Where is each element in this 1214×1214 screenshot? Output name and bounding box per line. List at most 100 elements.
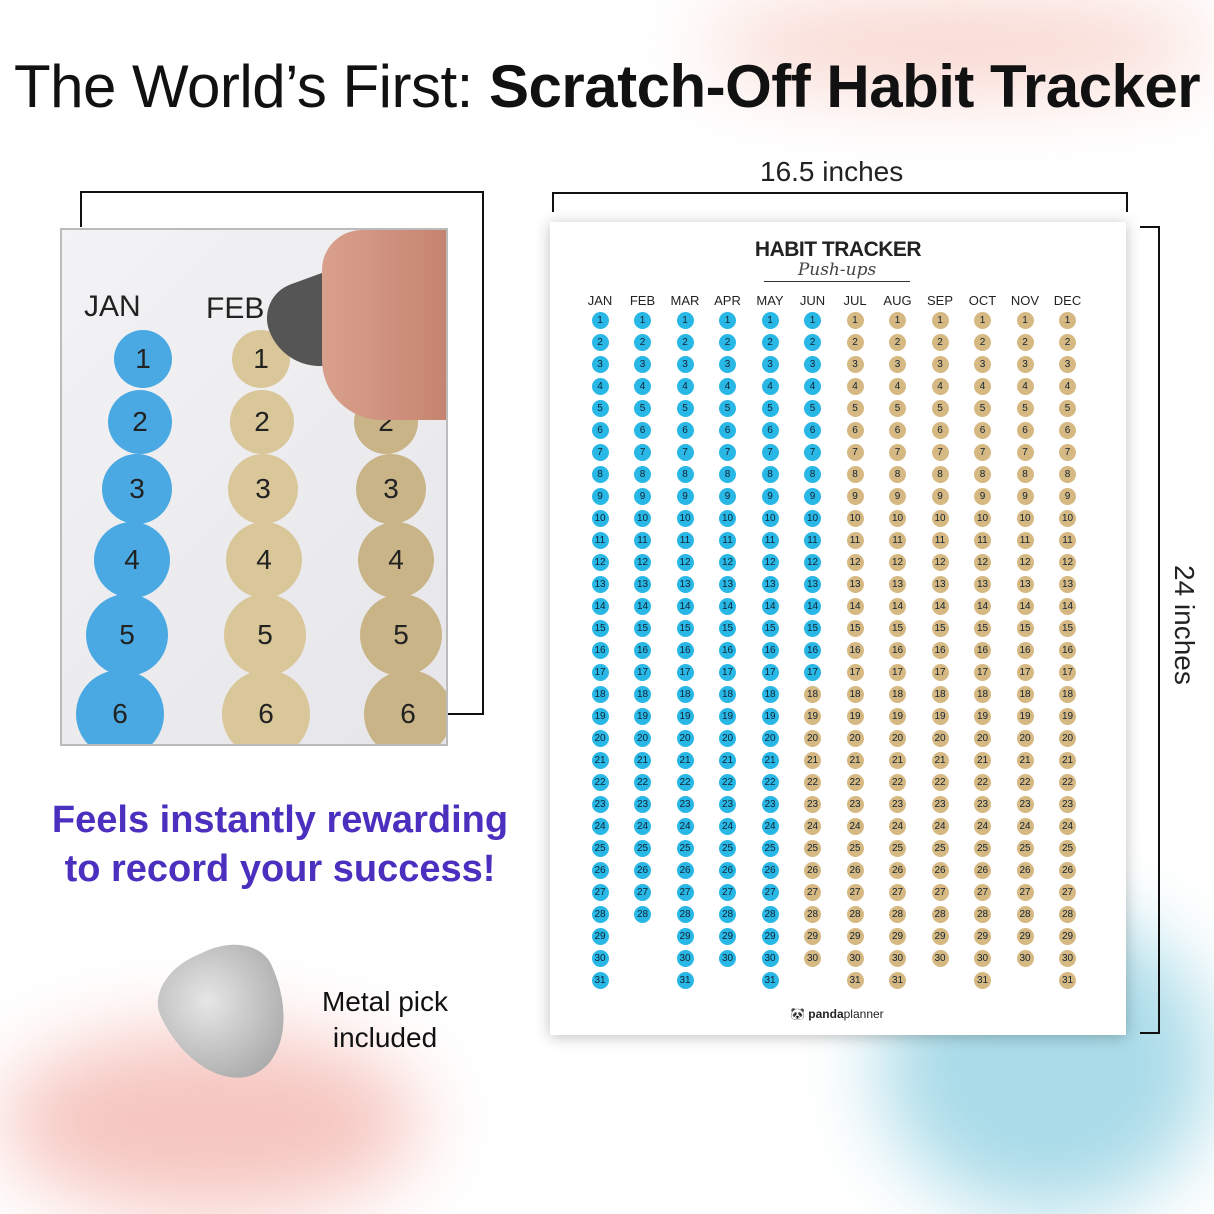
day-circle[interactable]: 27	[634, 884, 651, 902]
day-circle[interactable]: 4	[974, 377, 991, 395]
day-circle[interactable]: 9	[591, 487, 609, 505]
day-circle[interactable]: 19	[846, 708, 864, 726]
day-circle[interactable]: 31	[974, 972, 991, 990]
day-circle[interactable]: 23	[1059, 796, 1076, 814]
day-circle[interactable]: 21	[1016, 752, 1034, 770]
day-circle[interactable]: 25	[1059, 840, 1076, 858]
day-circle[interactable]: 14	[931, 597, 949, 615]
day-circle[interactable]: 17	[889, 663, 906, 681]
day-circle[interactable]: 23	[804, 796, 821, 814]
day-circle[interactable]: 2	[719, 333, 736, 351]
day-circle[interactable]: 10	[634, 509, 651, 527]
day-circle[interactable]: 31	[1059, 972, 1076, 990]
day-circle[interactable]: 2	[889, 333, 906, 351]
day-circle[interactable]: 10	[931, 509, 949, 527]
day-circle[interactable]: 23	[719, 796, 736, 814]
day-circle[interactable]: 3	[1059, 355, 1076, 373]
day-circle[interactable]: 3	[761, 355, 779, 373]
day-circle[interactable]: 21	[931, 752, 949, 770]
day-circle[interactable]: 17	[676, 663, 694, 681]
day-circle[interactable]: 26	[1059, 862, 1076, 880]
day-circle[interactable]: 18	[804, 686, 821, 703]
day-circle[interactable]: 4	[1016, 377, 1034, 395]
day-circle[interactable]: 27	[1059, 884, 1076, 902]
day-circle[interactable]: 19	[719, 708, 736, 726]
day-circle[interactable]: 29	[889, 928, 906, 946]
day-circle[interactable]: 27	[889, 884, 906, 902]
day-circle[interactable]: 22	[1059, 774, 1076, 792]
day-circle[interactable]: 8	[804, 465, 821, 483]
day-circle[interactable]: 27	[761, 884, 779, 902]
day-circle[interactable]: 11	[846, 531, 864, 549]
day-circle[interactable]: 12	[719, 553, 736, 571]
day-circle[interactable]: 30	[889, 950, 906, 968]
day-circle[interactable]: 26	[931, 862, 949, 880]
day-circle[interactable]: 12	[889, 553, 906, 571]
day-circle[interactable]: 1	[591, 311, 609, 329]
day-circle[interactable]: 10	[846, 509, 864, 527]
day-circle[interactable]: 10	[676, 509, 694, 527]
day-circle[interactable]: 5	[974, 399, 991, 417]
day-circle[interactable]: 26	[1016, 862, 1034, 880]
day-circle[interactable]: 17	[1059, 663, 1076, 681]
day-circle[interactable]: 6	[676, 421, 694, 439]
day-circle[interactable]: 29	[719, 928, 736, 946]
day-circle[interactable]: 26	[804, 862, 821, 880]
day-circle[interactable]: 17	[931, 663, 949, 681]
day-circle[interactable]: 20	[1059, 730, 1076, 748]
day-circle[interactable]: 30	[591, 950, 609, 968]
day-circle[interactable]: 7	[804, 443, 821, 461]
day-circle[interactable]: 19	[676, 708, 694, 726]
day-circle[interactable]: 1	[1016, 311, 1034, 329]
day-circle[interactable]: 4	[931, 377, 949, 395]
day-circle[interactable]: 14	[761, 597, 779, 615]
day-circle[interactable]: 12	[634, 553, 651, 571]
day-circle[interactable]: 18	[719, 686, 736, 703]
day-circle[interactable]: 23	[974, 796, 991, 814]
day-circle[interactable]: 9	[1059, 487, 1076, 505]
day-circle[interactable]: 16	[931, 641, 949, 659]
day-circle[interactable]: 30	[719, 950, 736, 968]
day-circle[interactable]: 31	[591, 972, 609, 990]
day-circle[interactable]: 12	[974, 553, 991, 571]
day-circle[interactable]: 18	[634, 686, 651, 703]
day-circle[interactable]: 8	[719, 465, 736, 483]
day-circle[interactable]: 2	[1059, 333, 1076, 351]
day-circle[interactable]: 10	[761, 509, 779, 527]
day-circle[interactable]: 5	[889, 399, 906, 417]
day-circle[interactable]: 16	[974, 641, 991, 659]
day-circle[interactable]: 13	[1016, 575, 1034, 593]
day-circle[interactable]: 15	[889, 619, 906, 637]
day-circle[interactable]: 11	[634, 531, 651, 549]
day-circle[interactable]: 7	[676, 443, 694, 461]
day-circle[interactable]: 9	[1016, 487, 1034, 505]
day-circle[interactable]: 8	[1016, 465, 1034, 483]
day-circle[interactable]: 16	[804, 641, 821, 659]
day-circle[interactable]: 18	[889, 686, 906, 703]
day-circle[interactable]: 3	[676, 355, 694, 373]
day-circle[interactable]: 31	[889, 972, 906, 990]
day-circle[interactable]: 12	[591, 553, 609, 571]
day-circle[interactable]: 24	[846, 818, 864, 836]
day-circle[interactable]: 25	[761, 840, 779, 858]
day-circle[interactable]: 27	[591, 884, 609, 902]
day-circle[interactable]: 13	[761, 575, 779, 593]
day-circle[interactable]: 20	[676, 730, 694, 748]
day-circle[interactable]: 28	[634, 906, 651, 924]
day-circle[interactable]: 18	[761, 686, 779, 703]
day-circle[interactable]: 14	[634, 597, 651, 615]
day-circle[interactable]: 21	[974, 752, 991, 770]
day-circle[interactable]: 1	[931, 311, 949, 329]
day-circle[interactable]: 12	[676, 553, 694, 571]
day-circle[interactable]: 14	[719, 597, 736, 615]
day-circle[interactable]: 13	[931, 575, 949, 593]
day-circle[interactable]: 26	[634, 862, 651, 880]
day-circle[interactable]: 3	[931, 355, 949, 373]
day-circle[interactable]: 7	[1016, 443, 1034, 461]
day-circle[interactable]: 3	[591, 355, 609, 373]
day-circle[interactable]: 15	[761, 619, 779, 637]
day-circle[interactable]: 28	[889, 906, 906, 924]
day-circle[interactable]: 20	[761, 730, 779, 748]
day-circle[interactable]: 2	[804, 333, 821, 351]
day-circle[interactable]: 24	[1059, 818, 1076, 836]
